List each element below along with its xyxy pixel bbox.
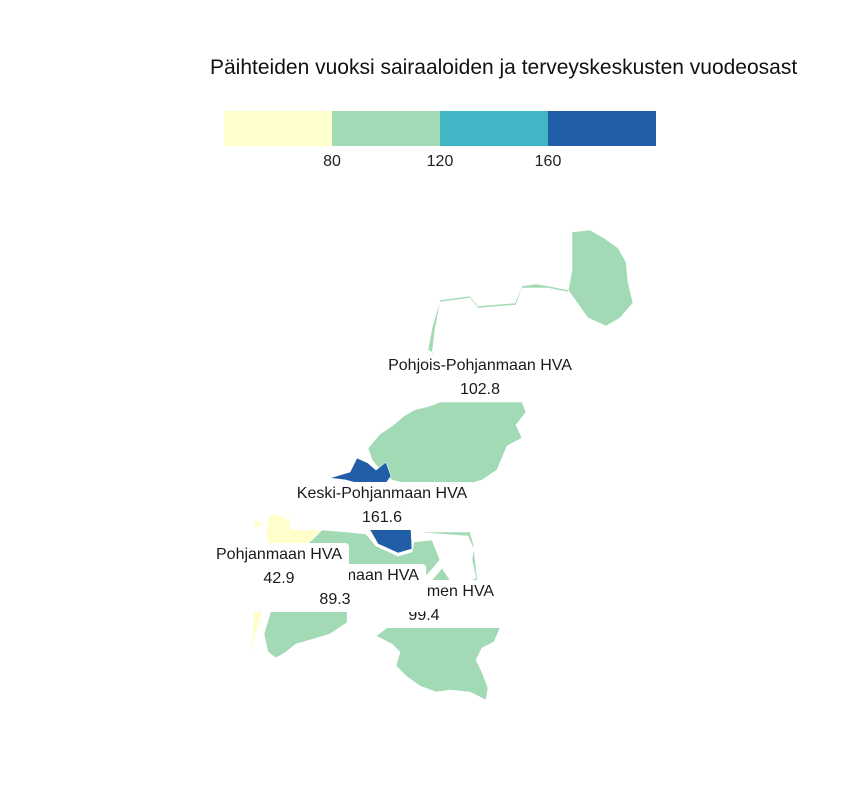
map-title: Päihteiden vuoksi sairaaloiden ja tervey… xyxy=(210,56,798,79)
label-keski-pohjanmaa-value: 161.6 xyxy=(361,509,403,526)
label-etela-pohjanmaa-value: 89.3 xyxy=(319,591,351,608)
label-pohjanmaa-name: Pohjanmaan HVA xyxy=(216,546,342,563)
legend-swatch-3 xyxy=(440,111,548,146)
legend-tick-80: 80 xyxy=(323,153,341,170)
color-legend xyxy=(224,111,656,146)
legend-swatch-2 xyxy=(332,111,440,146)
label-keski-pohjanmaa: Keski-Pohjanmaan HVA 161.6 xyxy=(289,482,475,530)
label-pohjanmaa-value: 42.9 xyxy=(263,570,295,587)
label-pohjois-pohjanmaa: Pohjois-Pohjanmaan HVA 102.8 xyxy=(381,354,579,402)
legend-tick-160: 160 xyxy=(534,153,562,170)
label-keski-pohjanmaa-name: Keski-Pohjanmaan HVA xyxy=(296,485,468,502)
legend-swatch-1 xyxy=(224,111,332,146)
legend-swatch-4 xyxy=(548,111,656,146)
label-pohjanmaa: Pohjanmaan HVA 42.9 xyxy=(209,543,349,591)
label-pohjois-pohjanmaa-name: Pohjois-Pohjanmaan HVA xyxy=(388,357,572,374)
legend-tick-120: 120 xyxy=(426,153,454,170)
label-pohjois-pohjanmaa-value: 102.8 xyxy=(459,381,501,398)
region-pohjois-pohjanmaa[interactable] xyxy=(367,229,634,485)
